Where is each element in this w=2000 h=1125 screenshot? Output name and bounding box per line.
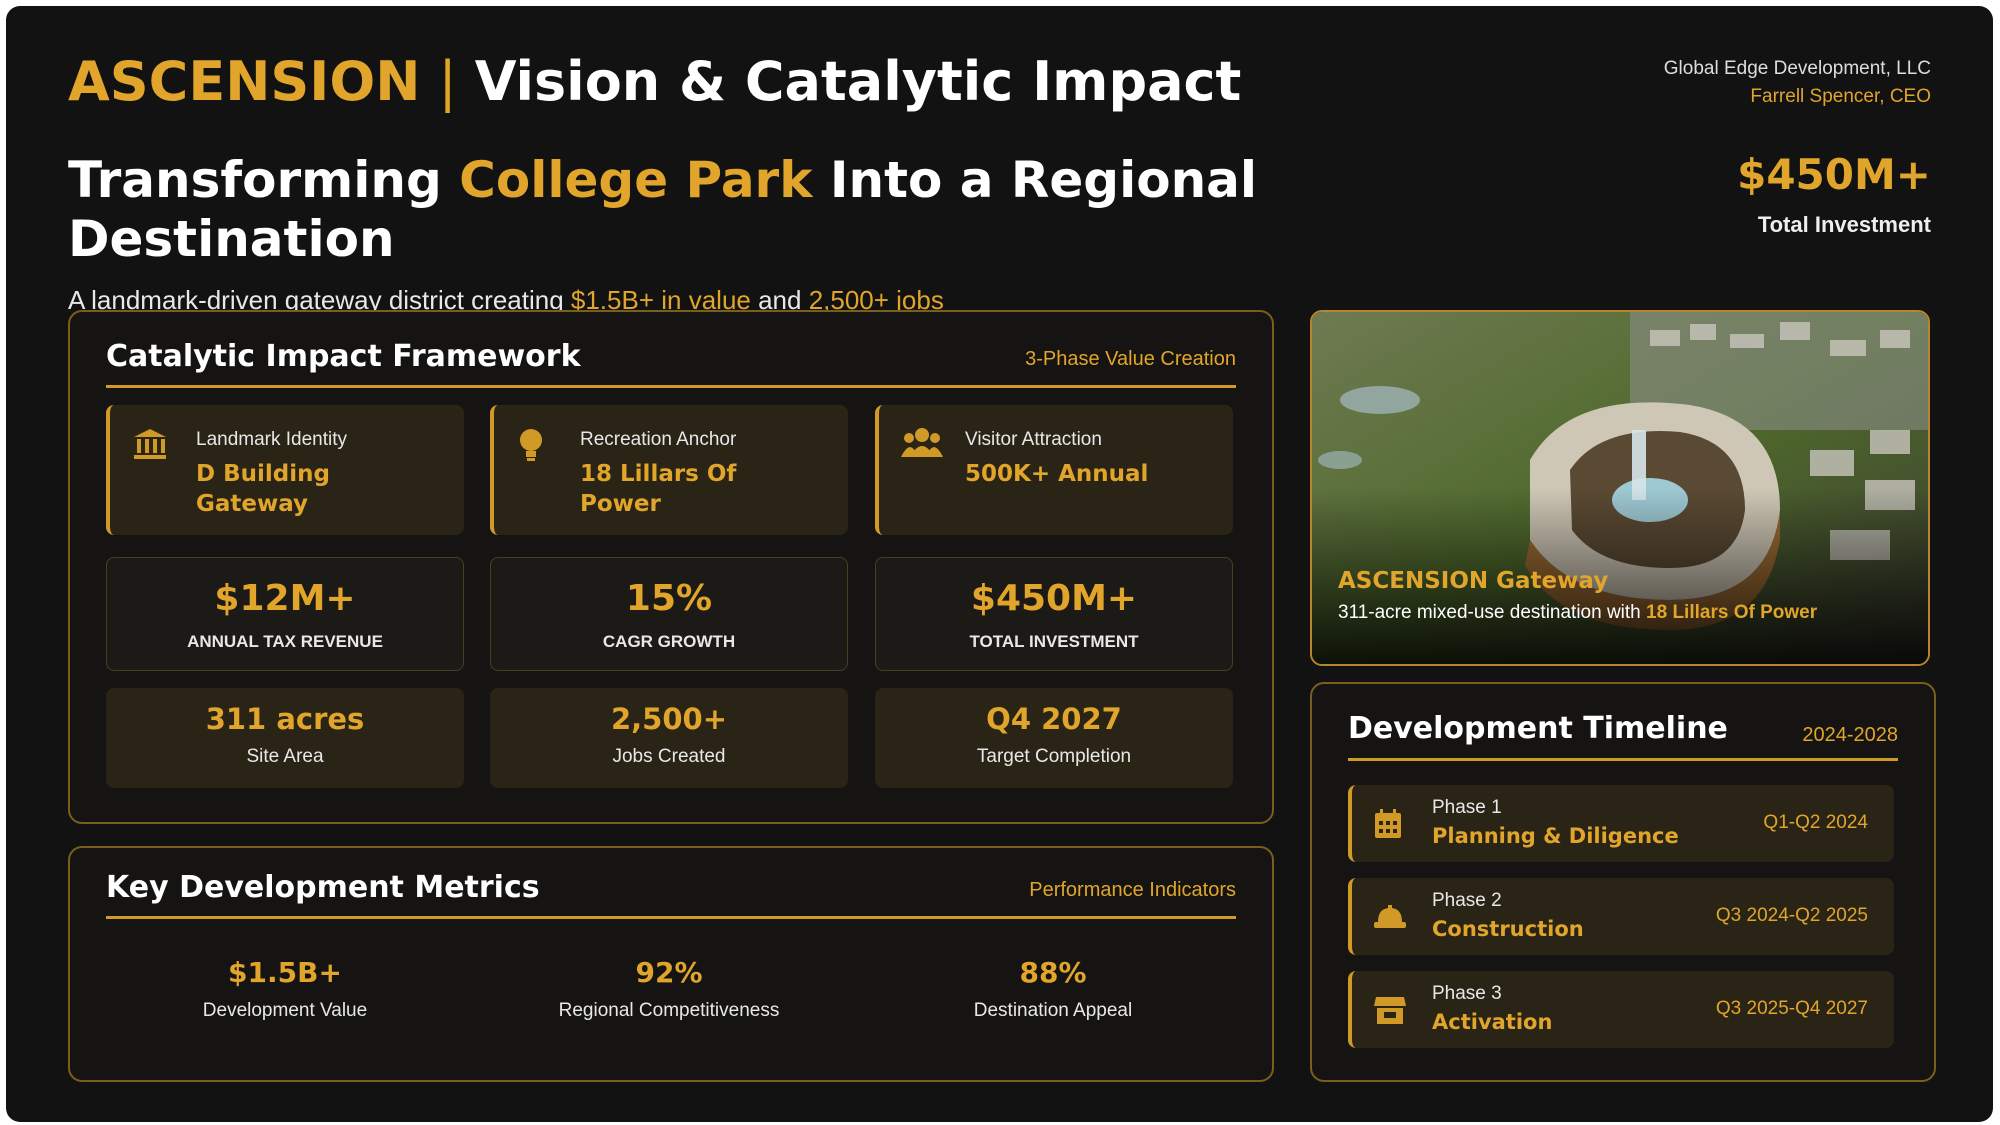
pillar-value: 500K+ Annual xyxy=(965,461,1149,487)
phase-dates: Q3 2024-Q2 2025 xyxy=(1715,905,1868,926)
fact-label: Jobs Created xyxy=(612,746,726,767)
phase-dates: Q1-Q2 2024 xyxy=(1763,812,1868,833)
caption-part: 311-acre mixed-use destination with xyxy=(1338,602,1647,623)
phase-dates: Q3 2025-Q4 2027 xyxy=(1715,998,1868,1019)
metrics-panel: Key Development Metrics Performance Indi… xyxy=(68,846,1274,1082)
phase-name: Planning & Diligence xyxy=(1432,824,1679,848)
separator: | xyxy=(438,50,457,113)
metric-value: $1.5B+ xyxy=(228,956,342,989)
pillar-value: 18 Lillars Of Power xyxy=(580,461,737,517)
header-title: ASCENSION | Vision & Catalytic Impact xyxy=(68,50,1241,113)
panel-title: Key Development Metrics xyxy=(106,870,540,905)
panel-tag: Performance Indicators xyxy=(1029,879,1236,901)
investment-label: Total Investment xyxy=(1757,212,1931,237)
phase-number: Phase 1 xyxy=(1432,797,1502,818)
stat-card: $450M+ TOTAL INVESTMENT xyxy=(875,557,1233,671)
panel-title: Development Timeline xyxy=(1348,711,1728,746)
metric-label: Regional Competitiveness xyxy=(558,1000,780,1021)
title: Vision & Catalytic Impact xyxy=(474,50,1242,113)
stat-label: ANNUAL TAX REVENUE xyxy=(187,632,383,651)
timeline-panel: Development Timeline 2024-2028 Phase 1 P… xyxy=(1310,682,1936,1082)
investment-value: $450M+ xyxy=(1737,150,1931,199)
slide: ASCENSION | Vision & Catalytic Impact Glob… xyxy=(6,6,1993,1122)
pillar-card: Visitor Attraction 500K+ Annual xyxy=(875,405,1233,535)
pillar-card: Recreation Anchor 18 Lillars Of Power xyxy=(490,405,848,535)
pillar-label: Recreation Anchor xyxy=(580,429,737,450)
panel-title: Catalytic Impact Framework xyxy=(106,339,581,374)
phase-card: Phase 1 Planning & Diligence Q1-Q2 2024 xyxy=(1348,785,1894,862)
image-caption: 311-acre mixed-use destination with 18 L… xyxy=(1338,602,1817,624)
headline-part: Destination xyxy=(68,210,395,268)
fact-card: Q4 2027 Target Completion xyxy=(875,688,1233,788)
stat-value: 15% xyxy=(625,578,713,619)
headline-highlight: College Park xyxy=(459,151,813,209)
caption-highlight: 18 Lillars Of Power xyxy=(1646,602,1818,623)
icon-hardhat xyxy=(1374,905,1406,928)
aerial-render xyxy=(1312,312,1928,664)
phase-card: Phase 2 Construction Q3 2024-Q2 2025 xyxy=(1348,878,1894,955)
underline xyxy=(106,916,1236,919)
metric-value: 92% xyxy=(635,956,703,989)
fact-label: Site Area xyxy=(246,746,324,767)
panel-tag: 3-Phase Value Creation xyxy=(1025,348,1236,370)
stat-value: $12M+ xyxy=(214,578,356,619)
image-title: ASCENSION Gateway xyxy=(1338,568,1609,594)
underline xyxy=(106,385,1236,388)
stat-card: $12M+ ANNUAL TAX REVENUE xyxy=(106,557,464,671)
phase-number: Phase 3 xyxy=(1432,983,1502,1004)
phase-card: Phase 3 Activation Q3 2025-Q4 2027 xyxy=(1348,971,1894,1048)
company: Global Edge Development, LLC xyxy=(1663,58,1931,79)
panel-tag: 2024-2028 xyxy=(1802,724,1898,746)
framework-panel: Catalytic Impact Framework 3-Phase Value… xyxy=(68,310,1274,824)
metric-value: 88% xyxy=(1019,956,1087,989)
icon-store xyxy=(1374,997,1406,1024)
pillar-label: Visitor Attraction xyxy=(965,429,1102,450)
metric-label: Destination Appeal xyxy=(973,1000,1133,1021)
headline-part: Transforming xyxy=(68,151,460,209)
phase-number: Phase 2 xyxy=(1432,890,1502,911)
stat-card: 15% CAGR GROWTH xyxy=(490,557,848,671)
image-panel: ASCENSION Gateway 311-acre mixed-use des… xyxy=(1310,310,1930,666)
pillar-label: Landmark Identity xyxy=(196,429,348,450)
metric-label: Development Value xyxy=(202,1000,368,1021)
fact-label: Target Completion xyxy=(976,746,1132,767)
phase-name: Construction xyxy=(1432,917,1584,941)
icon-calendar xyxy=(1375,809,1401,838)
pillar-value: D Building Gateway xyxy=(196,461,330,517)
fact-value: Q4 2027 xyxy=(986,702,1122,736)
fact-card: 311 acres Site Area xyxy=(106,688,464,788)
phase-name: Activation xyxy=(1432,1010,1553,1034)
icon-users xyxy=(901,428,943,457)
underline xyxy=(1348,758,1898,761)
stat-label: CAGR GROWTH xyxy=(602,632,736,651)
pillar-card: Landmark Identity D Building Gateway xyxy=(106,405,464,535)
stat-label: TOTAL INVESTMENT xyxy=(969,632,1139,651)
fact-card: 2,500+ Jobs Created xyxy=(490,688,848,788)
icon-bulb xyxy=(520,429,542,461)
brand: ASCENSION xyxy=(68,50,421,113)
headline-part: Into a Regional xyxy=(812,151,1258,209)
headline: Transforming College Park Into a Regiona… xyxy=(68,151,1257,269)
stat-value: $450M+ xyxy=(970,578,1138,619)
fact-value: 311 acres xyxy=(205,702,365,736)
icon-landmark xyxy=(134,429,166,459)
fact-value: 2,500+ xyxy=(610,702,728,736)
executive: Farrell Spencer, CEO xyxy=(1750,86,1931,107)
